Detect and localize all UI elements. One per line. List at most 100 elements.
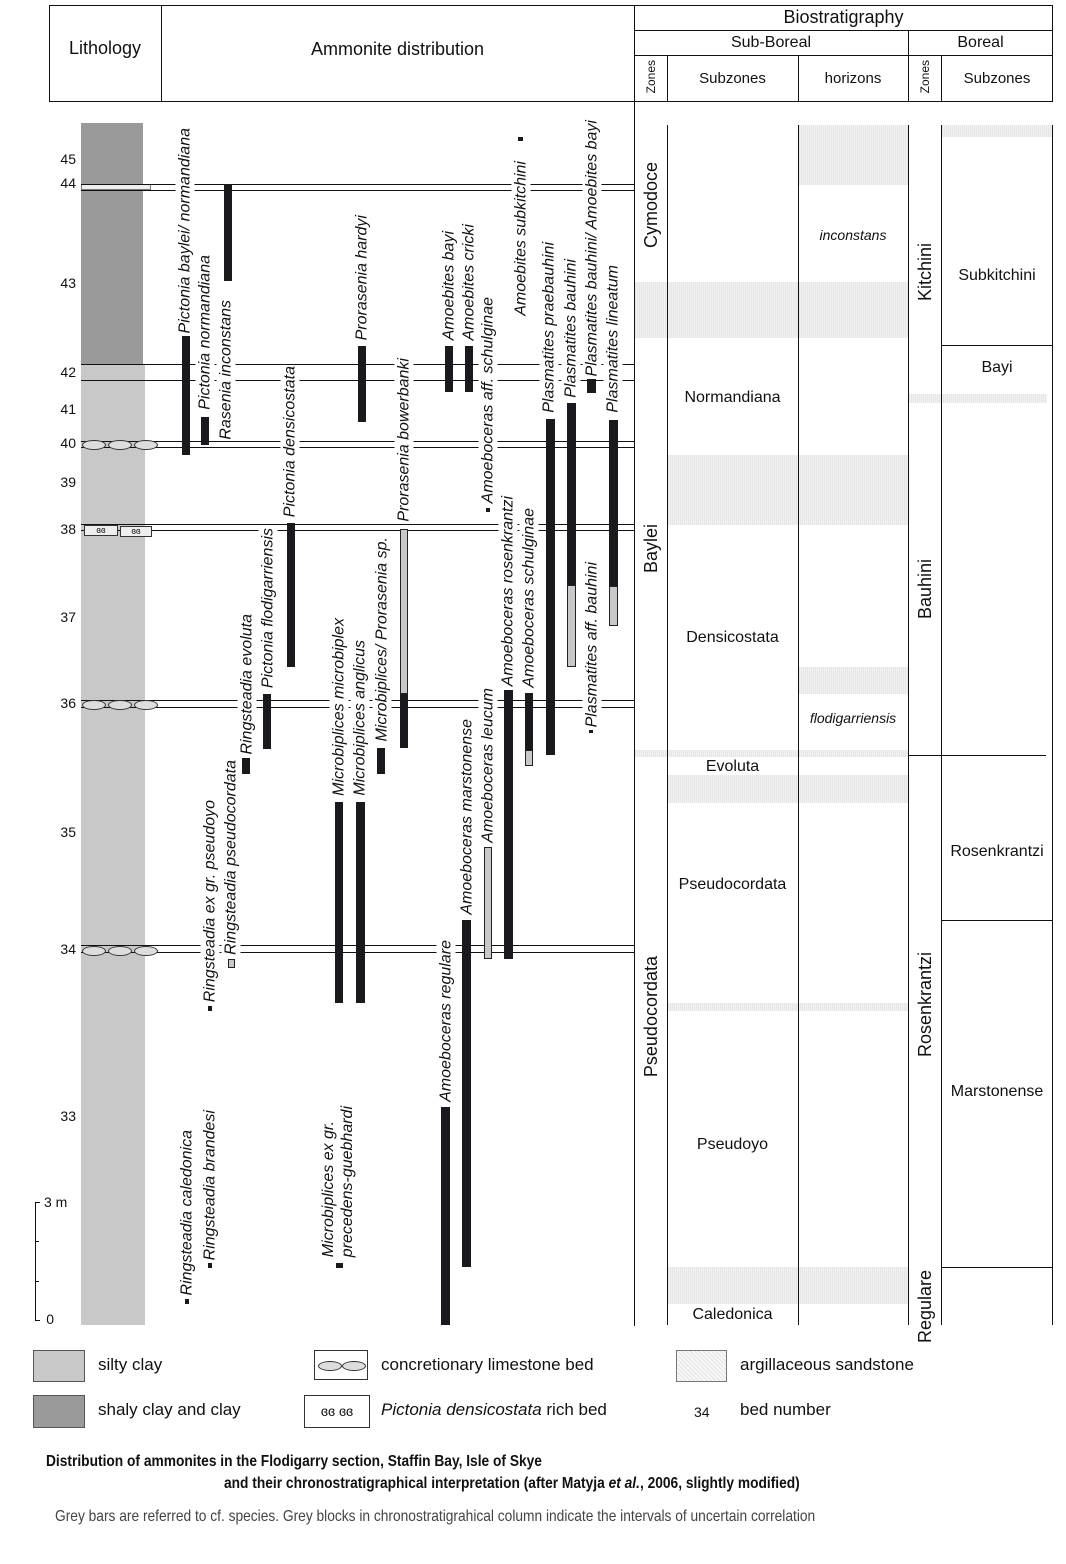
biostratigraphy-header: Biostratigraphy (783, 7, 904, 27)
species-label-ringsteadia-ex-gr-pseudoyo: Ringsteadia ex gr. pseudoyo (200, 799, 220, 1002)
divider (908, 30, 909, 101)
column-line (798, 125, 799, 1325)
subzone-pseudocordata: Pseudocordata (678, 876, 787, 893)
bed-number: 38 (60, 521, 76, 537)
range-bar-amoeboceras-schulginae (525, 750, 533, 766)
subzones-header: Subzones (699, 69, 766, 87)
caption-em: et al. (608, 1475, 640, 1492)
range-bar-amoebites-bayi (445, 346, 453, 392)
divider (634, 55, 1053, 56)
range-bar-pictonia-normandiana (201, 417, 209, 445)
range-bar-amoebites-subkitchini (518, 137, 523, 141)
bed-boundary-line (81, 524, 634, 525)
range-bar-ringsteadia-evoluta (242, 758, 250, 774)
boundary (941, 1267, 1053, 1268)
bed-number: 43 (60, 275, 76, 291)
bed-boundary-line (81, 530, 634, 531)
boreal-header: Boreal (957, 33, 1004, 51)
scale-bar (35, 1202, 36, 1320)
range-bar-plasmatites-bauhini (567, 585, 576, 667)
species-label-microbiplices-anglicus: Microbiplices anglicus (350, 640, 370, 796)
column-line (941, 125, 942, 1325)
concretion-icon (134, 700, 158, 710)
lithology-header: Lithology (68, 37, 142, 58)
column-line (908, 125, 909, 1325)
range-bar-microbiplices-anglicus (356, 802, 365, 1003)
bed-boundary-line (81, 184, 634, 185)
species-label-ringsteadia-caledonica: Ringsteadia caledonica (177, 1129, 197, 1295)
zone-bauhini: Bauhini (915, 559, 935, 620)
legend-swatch-concretionary (314, 1350, 368, 1380)
divider (667, 55, 668, 101)
concretion-icon (134, 946, 158, 956)
species-label-prorasenia-bowerbanki: Prorasenia bowerbanki (394, 358, 414, 522)
column-line (1052, 125, 1053, 1325)
concretion-icon (82, 440, 106, 450)
species-label-ringsteadia-pseudocordata: Ringsteadia pseudocordata (221, 760, 241, 955)
legend-swatch-shaly-clay (33, 1395, 85, 1428)
concretion-icon (108, 700, 132, 710)
species-label-ringsteadia-evoluta: Ringsteadia evoluta (237, 614, 257, 755)
frame-top (49, 5, 1053, 6)
concretion-icon (318, 1361, 342, 1371)
species-label-amoeboceras-leucum: Amoeboceras leucum (478, 688, 498, 843)
concretion-icon (134, 440, 158, 450)
range-bar-ringsteadia-pseudocordata (228, 959, 235, 968)
zone-kitchini: Kitchini (915, 243, 935, 302)
bed-number: 0 (46, 1311, 54, 1327)
uncertain-correlation-block (635, 750, 908, 757)
range-bar-plasmatites-lineatum (609, 420, 618, 586)
bed-number: 39 (60, 474, 76, 490)
species-label-amoeboceras-schulginae: Amoeboceras schulginae (519, 508, 539, 688)
species-label-microbiplices-ex-gr-precedens-guebhardi: Microbiplices ex gr. precedens-guebhardi (319, 1105, 357, 1257)
bed-number: 37 (60, 609, 76, 625)
frame-left (49, 5, 50, 101)
subzone-pseudoyo: Pseudoyo (696, 1136, 769, 1153)
uncertain-correlation-block (799, 667, 908, 694)
shaly-clay-interval (81, 123, 143, 365)
uncertain-correlation-block (668, 455, 908, 525)
legend-pictonia: Pictonia densicostata rich bed (381, 1400, 607, 1420)
zone-pseudocordata: Pseudocordata (641, 956, 661, 1078)
zones-header: Zones (644, 60, 658, 94)
range-bar-pictonia-flodigarriensis (263, 694, 271, 749)
legend-silty-clay: silty clay (98, 1355, 163, 1374)
bed-boundary-line (81, 447, 634, 448)
uncertain-correlation-block (668, 775, 908, 803)
range-bar-prorasenia-bowerbanki (400, 529, 408, 694)
caption-text: , 2006, slightly modified) (639, 1475, 800, 1492)
uncertain-correlation-block (668, 1003, 908, 1011)
range-bar-plasmatites-praebauhini (546, 419, 555, 755)
species-label-plasmatites-praebauhini: Plasmatites praebauhini (539, 242, 559, 413)
species-label-rasenia-inconstans: Rasenia inconstans (216, 300, 236, 440)
boreal-subzones-header: Subzones (963, 69, 1031, 87)
range-bar-pictonia-densicostata (287, 523, 295, 667)
species-label-amoebites-bayi: Amoebites bayi (439, 230, 459, 340)
horizons-header: horizons (824, 69, 882, 87)
legend-swatch-silty-clay (33, 1350, 85, 1382)
concretion-icon (108, 946, 132, 956)
sub-boreal-header: Sub-Boreal (730, 33, 812, 51)
bed-boundary-line (81, 190, 634, 191)
range-bar-amoeboceras-regulare (441, 1107, 450, 1325)
boundary (941, 920, 1053, 921)
species-label-plasmatites-bauhini-amoebites-bayi: Plasmatites bauhini/ Amoebites bayi (582, 119, 602, 376)
species-label-pictonia-flodigarriensis: Pictonia flodigarriensis (258, 527, 278, 688)
range-bar-rasenia-inconstans (224, 184, 232, 281)
caption-text: and their chronostratigraphical interpre… (224, 1475, 609, 1492)
species-label-pictonia-baylei-normandiana: Pictonia baylei/ normandiana (175, 127, 195, 333)
bed-number: 41 (60, 401, 76, 417)
boundary (908, 755, 1046, 756)
divider (161, 5, 162, 101)
legend-bed-number: bed number (740, 1400, 831, 1419)
legend-swatch-pictonia-icon: ɞɞ ɞɞ (304, 1395, 370, 1428)
column-line (667, 125, 668, 1325)
pictonia-rich-bed-icon: ɞɞ (120, 526, 152, 537)
zone-regulare: Regulare (915, 1270, 935, 1344)
bed-number: 36 (60, 695, 76, 711)
species-label-amoeboceras-aff-schulginae: Amoeboceras aff. schulginae (478, 296, 498, 503)
subzone-evoluta: Evoluta (705, 758, 760, 775)
boreal-zones-header: Zones (918, 60, 932, 94)
legend-concretionary: concretionary limestone bed (381, 1355, 594, 1374)
